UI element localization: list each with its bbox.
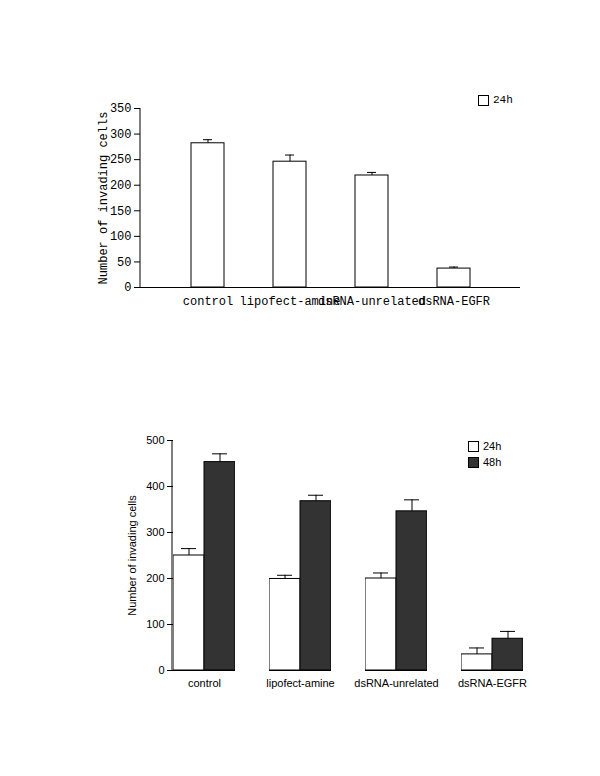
svg-text:control: control bbox=[188, 677, 221, 689]
svg-text:lipofect-amine: lipofect-amine bbox=[239, 295, 341, 309]
svg-text:350: 350 bbox=[110, 102, 132, 116]
svg-text:0: 0 bbox=[158, 664, 164, 676]
svg-text:dsRNA-EGFR: dsRNA-EGFR bbox=[418, 295, 490, 309]
svg-text:0: 0 bbox=[124, 281, 131, 295]
html-text:24h: 24h bbox=[483, 440, 502, 452]
svg-text:400: 400 bbox=[146, 480, 164, 492]
svg-text:Number of invading cells: Number of invading cells bbox=[126, 495, 138, 616]
svg-text:200: 200 bbox=[146, 572, 164, 584]
svg-text:250: 250 bbox=[110, 153, 132, 167]
svg-text:Number of invading cells: Number of invading cells bbox=[97, 112, 111, 285]
svg-text:500: 500 bbox=[146, 434, 164, 446]
html-text:24h: 24h bbox=[493, 94, 513, 106]
svg-text:dsRNA-unrelated: dsRNA-unrelated bbox=[318, 295, 426, 309]
svg-text:300: 300 bbox=[146, 526, 164, 538]
html-text:48h: 48h bbox=[483, 456, 502, 468]
svg-text:100: 100 bbox=[110, 230, 132, 244]
svg-text:dsRNA-EGFR: dsRNA-EGFR bbox=[458, 677, 527, 689]
svg-text:lipofect-amine: lipofect-amine bbox=[266, 677, 334, 689]
svg-text:200: 200 bbox=[110, 179, 132, 193]
svg-text:dsRNA-unrelated: dsRNA-unrelated bbox=[354, 677, 438, 689]
svg-text:150: 150 bbox=[110, 205, 132, 219]
svg-text:300: 300 bbox=[110, 128, 132, 142]
svg-text:50: 50 bbox=[117, 256, 131, 270]
svg-text:control: control bbox=[183, 295, 233, 309]
svg-text:100: 100 bbox=[146, 618, 164, 630]
